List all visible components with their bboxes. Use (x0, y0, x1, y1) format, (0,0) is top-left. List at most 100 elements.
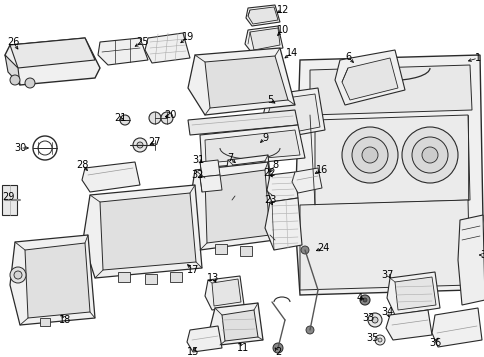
Bar (40, 318, 50, 326)
Text: 20: 20 (164, 110, 176, 120)
Text: 21: 21 (114, 113, 126, 123)
Polygon shape (341, 58, 397, 100)
Polygon shape (25, 243, 90, 318)
Polygon shape (386, 272, 439, 315)
Bar (240, 246, 252, 256)
Bar (2, 185, 17, 215)
Polygon shape (232, 161, 268, 196)
Polygon shape (244, 26, 283, 53)
Polygon shape (245, 5, 279, 26)
Polygon shape (205, 130, 300, 163)
Polygon shape (294, 55, 482, 295)
Text: 7: 7 (227, 153, 233, 163)
Text: 16: 16 (315, 165, 328, 175)
Polygon shape (210, 303, 262, 345)
Polygon shape (5, 38, 100, 85)
Circle shape (351, 137, 387, 173)
Circle shape (136, 142, 143, 148)
Text: 32: 32 (191, 170, 204, 180)
Circle shape (421, 147, 437, 163)
Circle shape (10, 267, 26, 283)
Text: 23: 23 (263, 195, 275, 205)
Text: 37: 37 (381, 270, 393, 280)
Polygon shape (100, 193, 196, 270)
Polygon shape (199, 160, 220, 177)
Text: 33: 33 (361, 313, 373, 323)
Circle shape (272, 343, 283, 353)
Polygon shape (247, 7, 277, 24)
Polygon shape (98, 38, 148, 65)
Text: 13: 13 (207, 273, 219, 283)
Polygon shape (457, 215, 484, 305)
Circle shape (377, 338, 381, 342)
Circle shape (367, 313, 381, 327)
Bar (145, 274, 157, 284)
Text: 19: 19 (182, 32, 194, 42)
Circle shape (371, 317, 377, 323)
Polygon shape (199, 175, 222, 192)
Polygon shape (205, 56, 287, 108)
Text: 36: 36 (428, 338, 440, 348)
Text: 31: 31 (192, 155, 204, 165)
Text: 1: 1 (474, 53, 480, 63)
Polygon shape (385, 310, 431, 340)
Polygon shape (188, 162, 274, 250)
Text: 26: 26 (7, 37, 19, 47)
Polygon shape (261, 88, 324, 140)
Polygon shape (334, 50, 404, 105)
Text: 6: 6 (344, 52, 350, 62)
Circle shape (401, 127, 457, 183)
Polygon shape (205, 276, 243, 310)
Text: 35: 35 (366, 333, 378, 343)
Circle shape (25, 78, 35, 88)
Circle shape (411, 137, 447, 173)
Polygon shape (187, 326, 222, 352)
Polygon shape (267, 172, 297, 202)
Polygon shape (222, 310, 257, 341)
Text: 5: 5 (266, 95, 272, 105)
Circle shape (14, 271, 22, 279)
Text: 30: 30 (14, 143, 26, 153)
Polygon shape (5, 55, 20, 85)
Circle shape (301, 246, 308, 254)
Polygon shape (82, 162, 140, 192)
Text: 34: 34 (380, 307, 393, 317)
Text: 8: 8 (272, 160, 277, 170)
Text: 4: 4 (356, 293, 363, 303)
Text: 3: 3 (479, 250, 484, 260)
Polygon shape (199, 125, 304, 168)
Text: 11: 11 (236, 343, 249, 353)
Text: 15: 15 (186, 347, 199, 357)
Circle shape (305, 326, 313, 334)
Polygon shape (264, 198, 302, 250)
Polygon shape (205, 170, 270, 243)
Circle shape (362, 298, 366, 302)
Polygon shape (300, 200, 469, 290)
Circle shape (161, 112, 173, 124)
Circle shape (120, 115, 130, 125)
Text: 9: 9 (261, 133, 268, 143)
Text: 12: 12 (276, 5, 288, 15)
Circle shape (341, 127, 397, 183)
Polygon shape (431, 308, 481, 347)
Polygon shape (309, 65, 471, 115)
Bar (214, 244, 227, 254)
Polygon shape (314, 115, 469, 205)
Text: 29: 29 (2, 192, 14, 202)
Text: 10: 10 (276, 25, 288, 35)
Circle shape (359, 295, 369, 305)
Polygon shape (10, 38, 95, 68)
Circle shape (149, 112, 161, 124)
Polygon shape (394, 277, 435, 310)
Polygon shape (291, 168, 321, 193)
Text: 22: 22 (263, 168, 276, 178)
Bar (170, 272, 182, 282)
Polygon shape (188, 48, 294, 115)
Text: 18: 18 (59, 315, 71, 325)
Text: 24: 24 (316, 243, 329, 253)
Circle shape (374, 335, 384, 345)
Circle shape (10, 75, 20, 85)
Circle shape (361, 147, 377, 163)
Polygon shape (212, 279, 241, 306)
Polygon shape (267, 94, 319, 136)
